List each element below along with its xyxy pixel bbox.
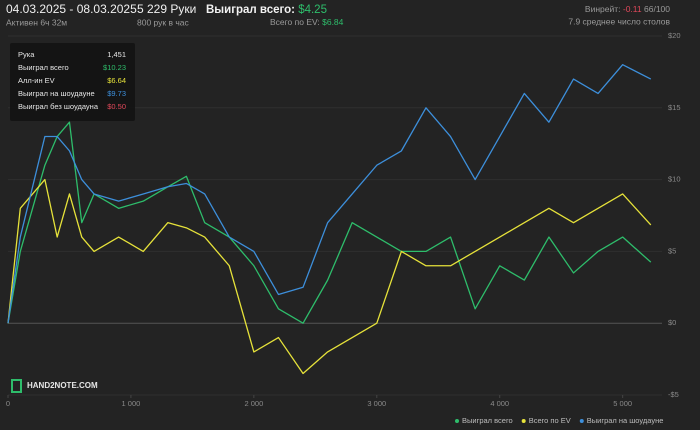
tooltip-value: $6.64 — [107, 76, 126, 85]
x-tick-label: 0 — [6, 399, 10, 408]
y-tick-label: $10 — [668, 175, 681, 184]
ev-value: $6.84 — [322, 17, 344, 27]
tooltip: Рука 1,451 Выиграл всего $10.23 Алл-ин E… — [10, 43, 135, 121]
ev-label: Всего по EV: — [270, 17, 320, 27]
legend-marker — [455, 419, 459, 423]
tooltip-value: $10.23 — [103, 63, 126, 72]
winrate-value: -0.11 — [623, 4, 642, 14]
tooltip-label: Рука — [18, 50, 35, 59]
x-tick-label: 2 000 — [244, 399, 263, 408]
series-line — [7, 178, 652, 375]
legend-marker — [521, 419, 526, 423]
tooltip-label: Выиграл без шоудауна — [18, 102, 99, 111]
active-time: Активен 6ч 32м — [6, 17, 67, 27]
y-tick-label: $15 — [668, 103, 681, 112]
series-line — [7, 121, 652, 324]
hands-per-hour: 800 рук в час — [137, 17, 190, 27]
winrate-sample: 66/100 — [644, 4, 670, 14]
y-tick-label: $0 — [668, 318, 676, 327]
tooltip-label: Выиграл всего — [18, 63, 69, 72]
series-line — [7, 64, 652, 324]
logo-icon — [11, 379, 22, 393]
legend-label: Всего по EV — [529, 416, 571, 425]
y-tick-label: -$5 — [668, 390, 679, 399]
date-range: 04.03.2025 - 08.03.2025 — [6, 2, 137, 16]
tooltip-bg — [10, 43, 135, 121]
tooltip-value: $0.50 — [107, 102, 126, 111]
legend-marker — [579, 419, 584, 423]
tooltip-value: 1,451 — [107, 50, 126, 59]
won-label: Выиграл всего: $4.25 — [206, 4, 327, 16]
tooltip-label: Выиграл на шоудауне — [18, 89, 95, 98]
logo: HAND2NOTE.COM — [27, 381, 98, 390]
winrate: Винрейт: -0.11 66/100 — [585, 4, 670, 14]
won-label-text: Выиграл всего: — [206, 4, 295, 16]
x-tick-label: 1 000 — [122, 399, 141, 408]
legend-label: Выиграл всего — [462, 416, 513, 425]
y-tick-label: $5 — [668, 246, 676, 255]
tables: 7.9 среднее число столов — [568, 16, 670, 26]
winrate-label: Винрейт: — [585, 4, 621, 14]
x-tick-label: 4 000 — [490, 399, 509, 408]
ev-line: Всего по EV: $6.84 — [270, 17, 344, 27]
x-tick-label: 3 000 — [367, 399, 386, 408]
y-tick-label: $20 — [668, 31, 681, 40]
hands: 5 229 Руки — [137, 2, 196, 16]
tooltip-value: $9.73 — [107, 89, 126, 98]
x-tick-label: 5 000 — [613, 399, 632, 408]
tooltip-label: Алл-ин EV — [18, 76, 55, 85]
won-value: $4.25 — [298, 4, 327, 16]
legend-label: Выиграл на шоудауне — [587, 416, 664, 425]
